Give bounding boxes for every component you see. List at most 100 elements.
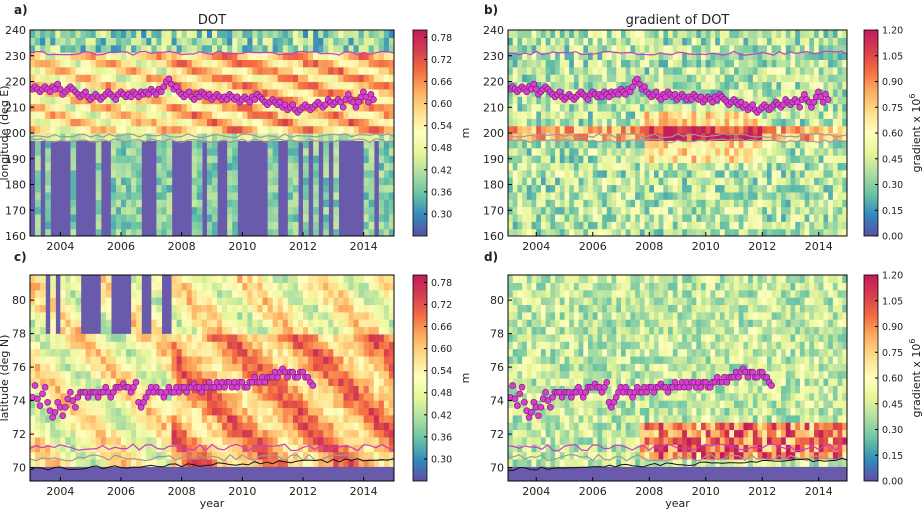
heatmap-cell (837, 140, 843, 149)
heatmap-cell (388, 169, 394, 178)
heatmap-cell (573, 110, 580, 119)
heatmap-cell (522, 169, 528, 178)
heatmap-cell (540, 169, 547, 178)
heatmap-cell (303, 177, 309, 186)
heatmap-cell (672, 140, 679, 149)
heatmap-cell (383, 125, 390, 134)
heatmap-cell (181, 400, 188, 409)
heatmap-cell (705, 37, 712, 46)
heatmap-cell (40, 326, 46, 335)
heatmap-cell (776, 140, 782, 149)
heatmap-cell (545, 66, 551, 75)
heatmap-cell (545, 140, 551, 149)
heatmap-cell (105, 370, 112, 379)
heatmap-cell (212, 348, 218, 357)
heatmap-cell (186, 341, 193, 350)
heatmap-cell (682, 206, 688, 215)
data-point (824, 96, 832, 103)
heatmap-cell (151, 355, 157, 364)
heatmap-cell (766, 110, 773, 119)
colorbar-tick-label: 0.60 (431, 99, 452, 110)
heatmap-cell (313, 184, 319, 193)
heatmap-cell (115, 118, 122, 127)
heatmap-cell (196, 103, 203, 112)
heatmap-cell (748, 44, 754, 53)
heatmap-cell (828, 221, 834, 230)
heatmap-cell (237, 422, 243, 431)
heatmap-cell (212, 213, 218, 222)
heatmap-cell (131, 407, 137, 416)
heatmap-cell (212, 429, 218, 438)
heatmap-cell (131, 370, 137, 379)
heatmap-cell (166, 59, 173, 68)
heatmap-cell (715, 169, 721, 178)
heatmap-cell (126, 118, 132, 127)
heatmap-cell (569, 52, 575, 61)
heatmap-cell (804, 66, 810, 75)
heatmap-cell (50, 37, 56, 46)
heatmap-cell (126, 30, 132, 38)
heatmap-cell (785, 184, 792, 193)
heatmap-cell (277, 37, 284, 46)
heatmap-cell (639, 213, 646, 222)
heatmap-cell (710, 110, 716, 119)
heatmap-cell (146, 52, 152, 61)
heatmap-cell (237, 88, 243, 97)
heatmap-cell (161, 458, 168, 467)
heatmap-cell (621, 169, 627, 178)
heatmap-cell (262, 44, 269, 53)
heatmap-cell (531, 199, 537, 208)
heatmap-cell (65, 429, 72, 438)
heatmap-cell (588, 110, 594, 119)
heatmap-cell (136, 221, 142, 230)
heatmap-cell (550, 30, 556, 38)
heatmap-cell (95, 74, 102, 83)
heatmap-cell (338, 133, 345, 141)
heatmap-cell (272, 184, 279, 193)
heatmap-cell (592, 37, 599, 46)
heatmap-cell (724, 81, 730, 90)
heatmap-cell (181, 110, 188, 119)
heatmap-cell (597, 199, 603, 208)
heatmap-cell (232, 169, 238, 178)
heatmap-cell (242, 422, 248, 431)
heatmap-cell (206, 458, 213, 467)
heatmap-cell (569, 228, 575, 236)
heatmap-cell (176, 96, 183, 105)
heatmap-cell (151, 370, 157, 379)
heatmap-cell (45, 118, 51, 127)
heatmap-cell (110, 400, 117, 409)
heatmap-cell (569, 184, 575, 193)
heatmap-cell (100, 103, 107, 112)
heatmap-cell (272, 37, 279, 46)
heatmap-cell (121, 37, 127, 46)
heatmap-cell (227, 436, 233, 445)
heatmap-cell (110, 52, 117, 61)
heatmap-cell (696, 162, 702, 171)
heatmap-cell (696, 213, 702, 222)
heatmap-cell (45, 348, 51, 357)
heatmap-cell (353, 37, 360, 46)
heatmap-cell (809, 52, 815, 61)
colorbar-tick-label: 0.30 (431, 209, 452, 220)
heatmap-cell (242, 52, 248, 61)
heatmap-cell (368, 140, 375, 149)
heatmap-cell (373, 59, 380, 68)
heatmap-cell (110, 133, 117, 141)
heatmap-cell (308, 88, 314, 97)
heatmap-cell (161, 363, 168, 372)
heatmap-cell (781, 191, 787, 200)
heatmap-cell (191, 444, 198, 453)
heatmap-cell (559, 147, 566, 156)
heatmap-cell (196, 297, 203, 306)
heatmap-cell (338, 52, 345, 61)
heatmap-cell (738, 206, 745, 215)
heatmap-cell (790, 81, 796, 90)
heatmap-cell (191, 162, 198, 171)
heatmap-cell (578, 37, 584, 46)
heatmap-cell (823, 199, 829, 208)
heatmap-cell (776, 228, 782, 236)
heatmap-cell (592, 110, 599, 119)
heatmap-cell (323, 221, 329, 230)
heatmap-cell (621, 125, 627, 134)
